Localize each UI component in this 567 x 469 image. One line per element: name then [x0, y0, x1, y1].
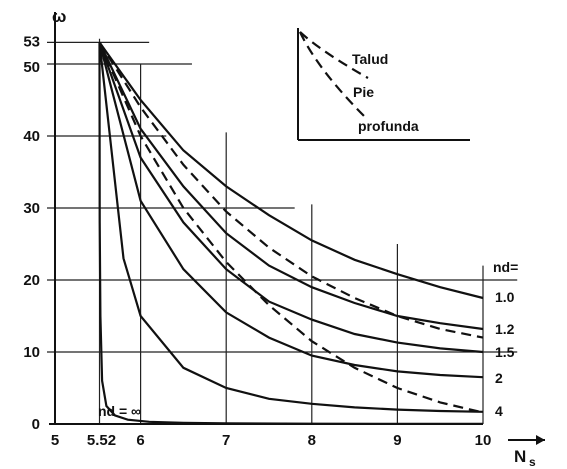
series-line-nd-1.5: [98, 42, 484, 354]
x-tick-label: 7: [222, 432, 230, 449]
nd-value-label: 1.2: [495, 321, 515, 337]
nd-value-label: 1.5: [495, 344, 515, 360]
y-tick-label: 53: [23, 33, 40, 50]
x-axis-arrow-head: [536, 435, 545, 445]
x-tick-label: 6: [136, 432, 144, 449]
inset-label: Pie: [353, 84, 374, 100]
nd-value-label: 1.0: [495, 289, 515, 305]
grid-layer: [47, 38, 518, 424]
x-tick-label: 9: [393, 432, 401, 449]
y-tick-label: 0: [32, 416, 40, 433]
y-tick-label: 40: [23, 128, 40, 145]
y-axis-title: ω: [52, 7, 66, 26]
y-tick-label: 30: [23, 200, 40, 217]
nd-header-label: nd=: [493, 259, 518, 275]
series-line-nd-1.0: [98, 41, 484, 300]
inset-label: Talud: [352, 51, 388, 67]
nd-value-label: 2: [495, 370, 503, 386]
series-line-nd-1.2: [98, 41, 484, 331]
nd-infinity-label: nd = ∞: [98, 403, 141, 419]
series-line-dashed-7: [98, 41, 484, 414]
label-layer: 0 10 20 30 40 50 53 5 5.52 6 7 8 9 10 ω N s nd= 1.0 1.2 1.5 2…: [23, 7, 536, 469]
series-line-nd-∞: [98, 42, 483, 425]
inset-dashed-curve-talud: [299, 31, 369, 79]
inset-legend: Talud Pie profunda: [297, 28, 470, 141]
x-tick-label: 8: [308, 432, 316, 449]
x-axis-title: N: [514, 447, 526, 466]
series-line-dashed-6: [98, 41, 484, 339]
inset-label: profunda: [358, 118, 419, 134]
series-line-nd-2: [98, 42, 484, 379]
x-tick-label: 10: [475, 432, 492, 449]
y-tick-label: 50: [23, 59, 40, 76]
x-tick-label: 5.52: [87, 432, 116, 449]
nd-value-label: 4: [495, 403, 503, 419]
x-tick-label: 5: [51, 432, 59, 449]
y-tick-label: 10: [23, 344, 40, 361]
x-axis-title-subscript: s: [529, 455, 536, 469]
series-line-nd-4: [98, 42, 484, 413]
series-layer: [98, 41, 484, 425]
y-tick-label: 20: [23, 272, 40, 289]
inset-dashed-curve-pie: [299, 31, 367, 119]
